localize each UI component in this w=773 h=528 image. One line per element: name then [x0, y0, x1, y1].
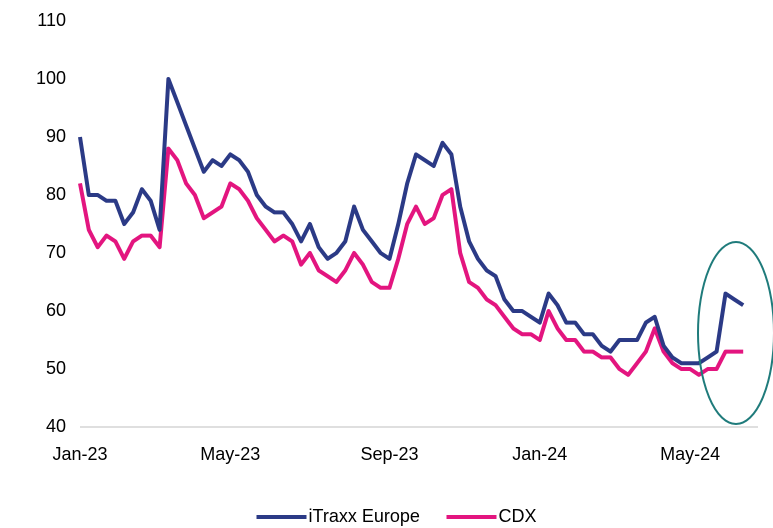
x-tick-label: May-24: [660, 444, 720, 464]
legend-label: iTraxx Europe: [309, 506, 420, 526]
y-tick-label: 40: [46, 416, 66, 436]
y-tick-label: 110: [37, 10, 66, 30]
y-tick-label: 90: [46, 126, 66, 146]
series-line: [78, 146, 744, 377]
y-tick-label: 100: [36, 68, 66, 88]
x-tick-label: Sep-23: [360, 444, 418, 464]
x-tick-label: Jan-23: [52, 444, 107, 464]
x-tick-label: May-23: [200, 444, 260, 464]
x-tick-label: Jan-24: [512, 444, 567, 464]
y-tick-label: 50: [46, 358, 66, 378]
y-tick-label: 60: [46, 300, 66, 320]
y-tick-label: 80: [46, 184, 66, 204]
series-line: [78, 77, 745, 366]
plot: 40 50 60 70 80 90 100 110 Jan-23 May-23 Sep-23 Jan-…: [36, 10, 758, 526]
legend-label: CDX: [499, 506, 537, 526]
highlight-ellipse: [697, 241, 773, 425]
y-tick-label: 70: [46, 242, 66, 262]
